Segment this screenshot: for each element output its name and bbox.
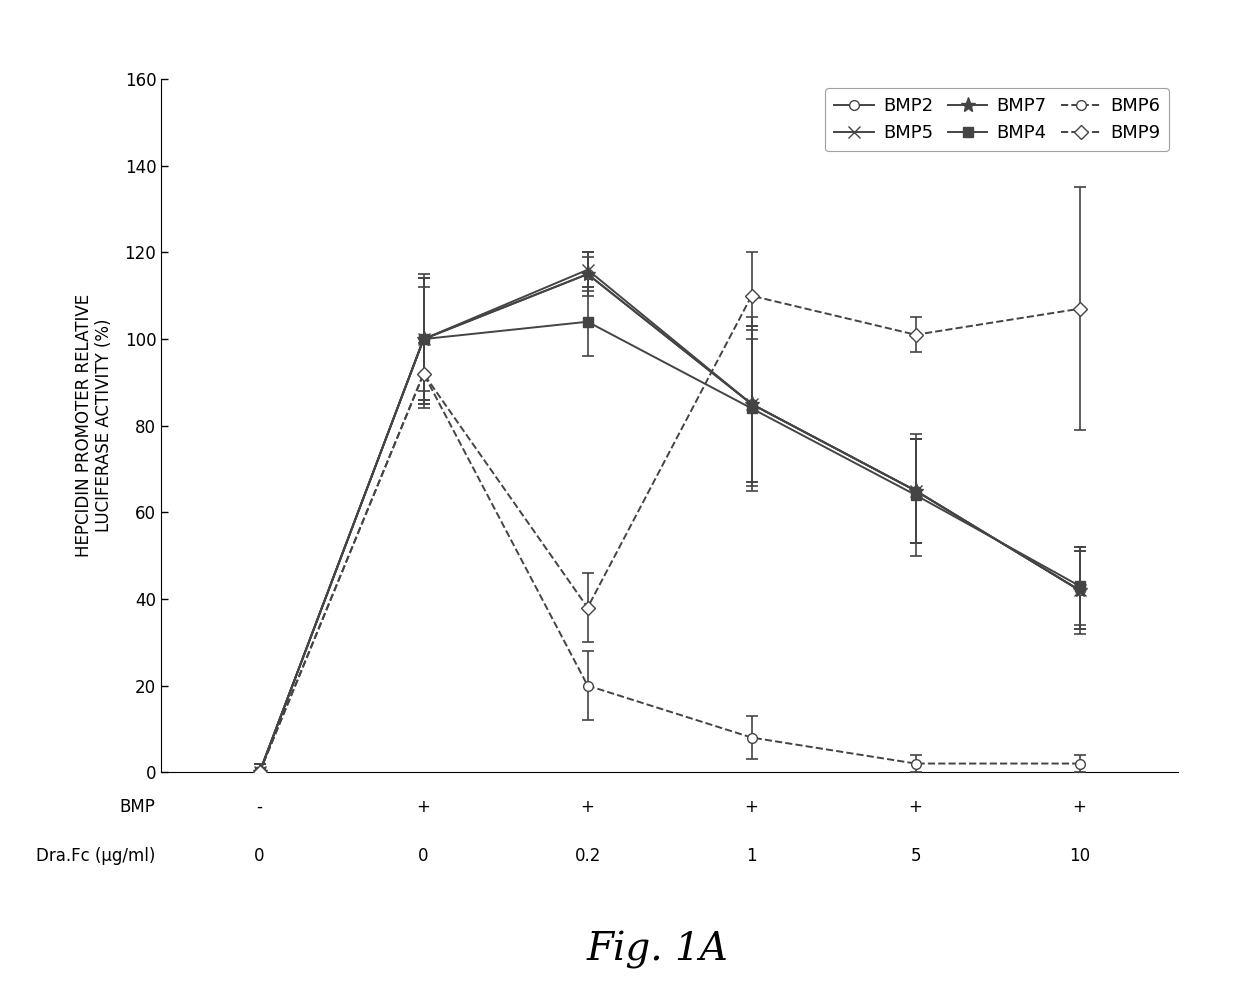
Legend: BMP2, BMP5, BMP7, BMP4, BMP6, BMP9: BMP2, BMP5, BMP7, BMP4, BMP6, BMP9 [826, 88, 1169, 151]
Text: -: - [257, 798, 263, 816]
Text: Fig. 1A: Fig. 1A [587, 932, 728, 969]
Text: Dra.Fc (μg/ml): Dra.Fc (μg/ml) [36, 847, 155, 865]
Text: +: + [580, 798, 594, 816]
Text: BMP: BMP [119, 798, 155, 816]
Text: 5: 5 [910, 847, 921, 865]
Text: 10: 10 [1069, 847, 1090, 865]
Text: 1: 1 [746, 847, 756, 865]
Y-axis label: HEPCIDIN PROMOTER RELATIVE
LUCIFERASE ACTIVITY (%): HEPCIDIN PROMOTER RELATIVE LUCIFERASE AC… [74, 294, 114, 557]
Text: 0.2: 0.2 [574, 847, 601, 865]
Text: +: + [745, 798, 759, 816]
Text: +: + [1073, 798, 1086, 816]
Text: 0: 0 [418, 847, 429, 865]
Text: +: + [417, 798, 430, 816]
Text: +: + [909, 798, 923, 816]
Text: 0: 0 [254, 847, 265, 865]
